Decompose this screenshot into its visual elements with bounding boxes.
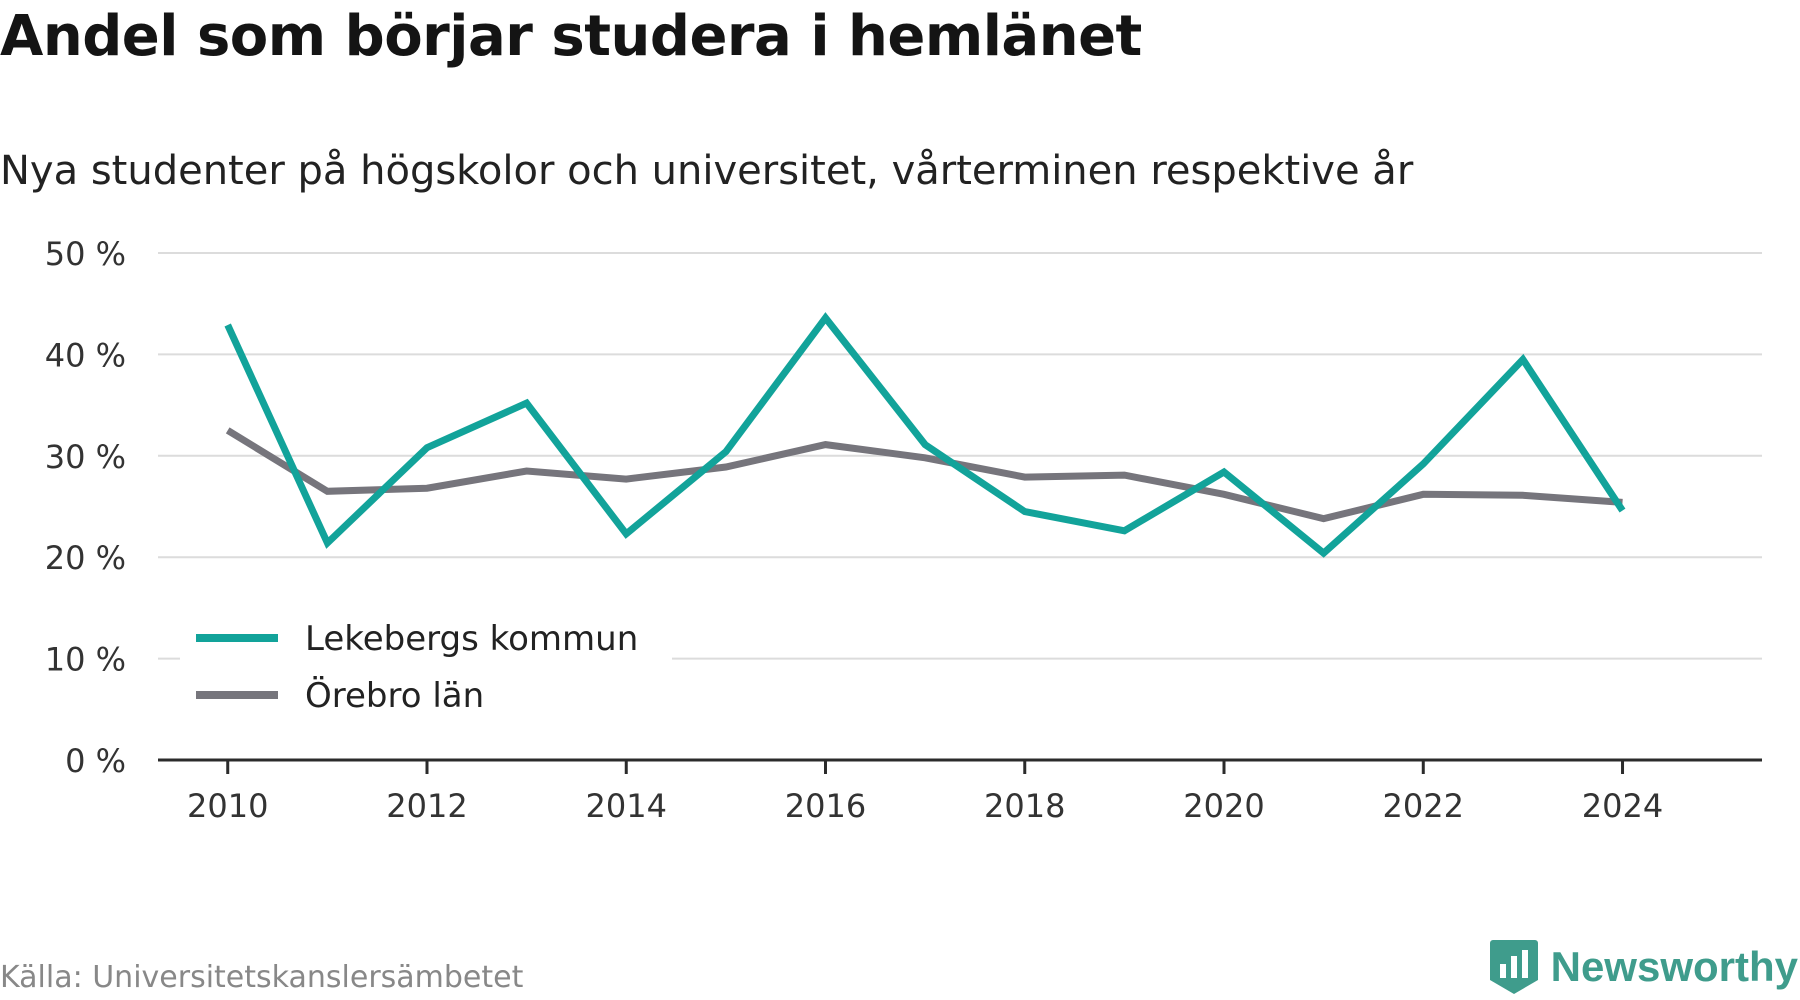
- x-tick-label: 2020: [1183, 787, 1264, 825]
- newsworthy-logo-icon: [1489, 940, 1538, 994]
- x-tick-label: 2010: [187, 787, 268, 825]
- legend: Lekebergs kommun Örebro län: [180, 605, 672, 723]
- y-tick-label: 50 %: [45, 235, 126, 273]
- y-axis-tick-labels: 0 % 10 % 20 % 30 % 40 % 50 %: [45, 235, 126, 780]
- series-lines: [224, 312, 1626, 558]
- x-axis: 2010 2012 2014 2016 2018 2020 2022 2024: [158, 758, 1762, 825]
- legend-background: [180, 605, 672, 723]
- brand-logo: Newsworthy: [1489, 938, 1798, 996]
- x-tick-label: 2016: [785, 787, 866, 825]
- y-tick-label: 30 %: [45, 438, 126, 476]
- series-line-0: [224, 312, 1626, 558]
- series-line-1: [225, 427, 1623, 523]
- source-note: Källa: Universitetskanslersämbetet: [0, 960, 524, 995]
- grid-lines: [158, 252, 1762, 660]
- legend-label-1: Örebro län: [305, 675, 484, 716]
- x-tick-label: 2012: [386, 787, 467, 825]
- y-tick-label: 0 %: [65, 742, 126, 780]
- x-tick-label: 2022: [1383, 787, 1464, 825]
- y-tick-label: 20 %: [45, 539, 126, 577]
- x-tick-label: 2018: [984, 787, 1065, 825]
- x-tick-label: 2014: [586, 787, 667, 825]
- chart-subtitle: Nya studenter på högskolor och universit…: [0, 148, 1414, 194]
- y-tick-label: 40 %: [45, 336, 126, 374]
- brand-name: Newsworthy: [1550, 943, 1798, 990]
- y-tick-label: 10 %: [45, 641, 126, 679]
- legend-label-0: Lekebergs kommun: [305, 619, 638, 659]
- x-tick-label: 2024: [1582, 787, 1663, 825]
- chart-title: Andel som börjar studera i hemlänet: [0, 4, 1142, 69]
